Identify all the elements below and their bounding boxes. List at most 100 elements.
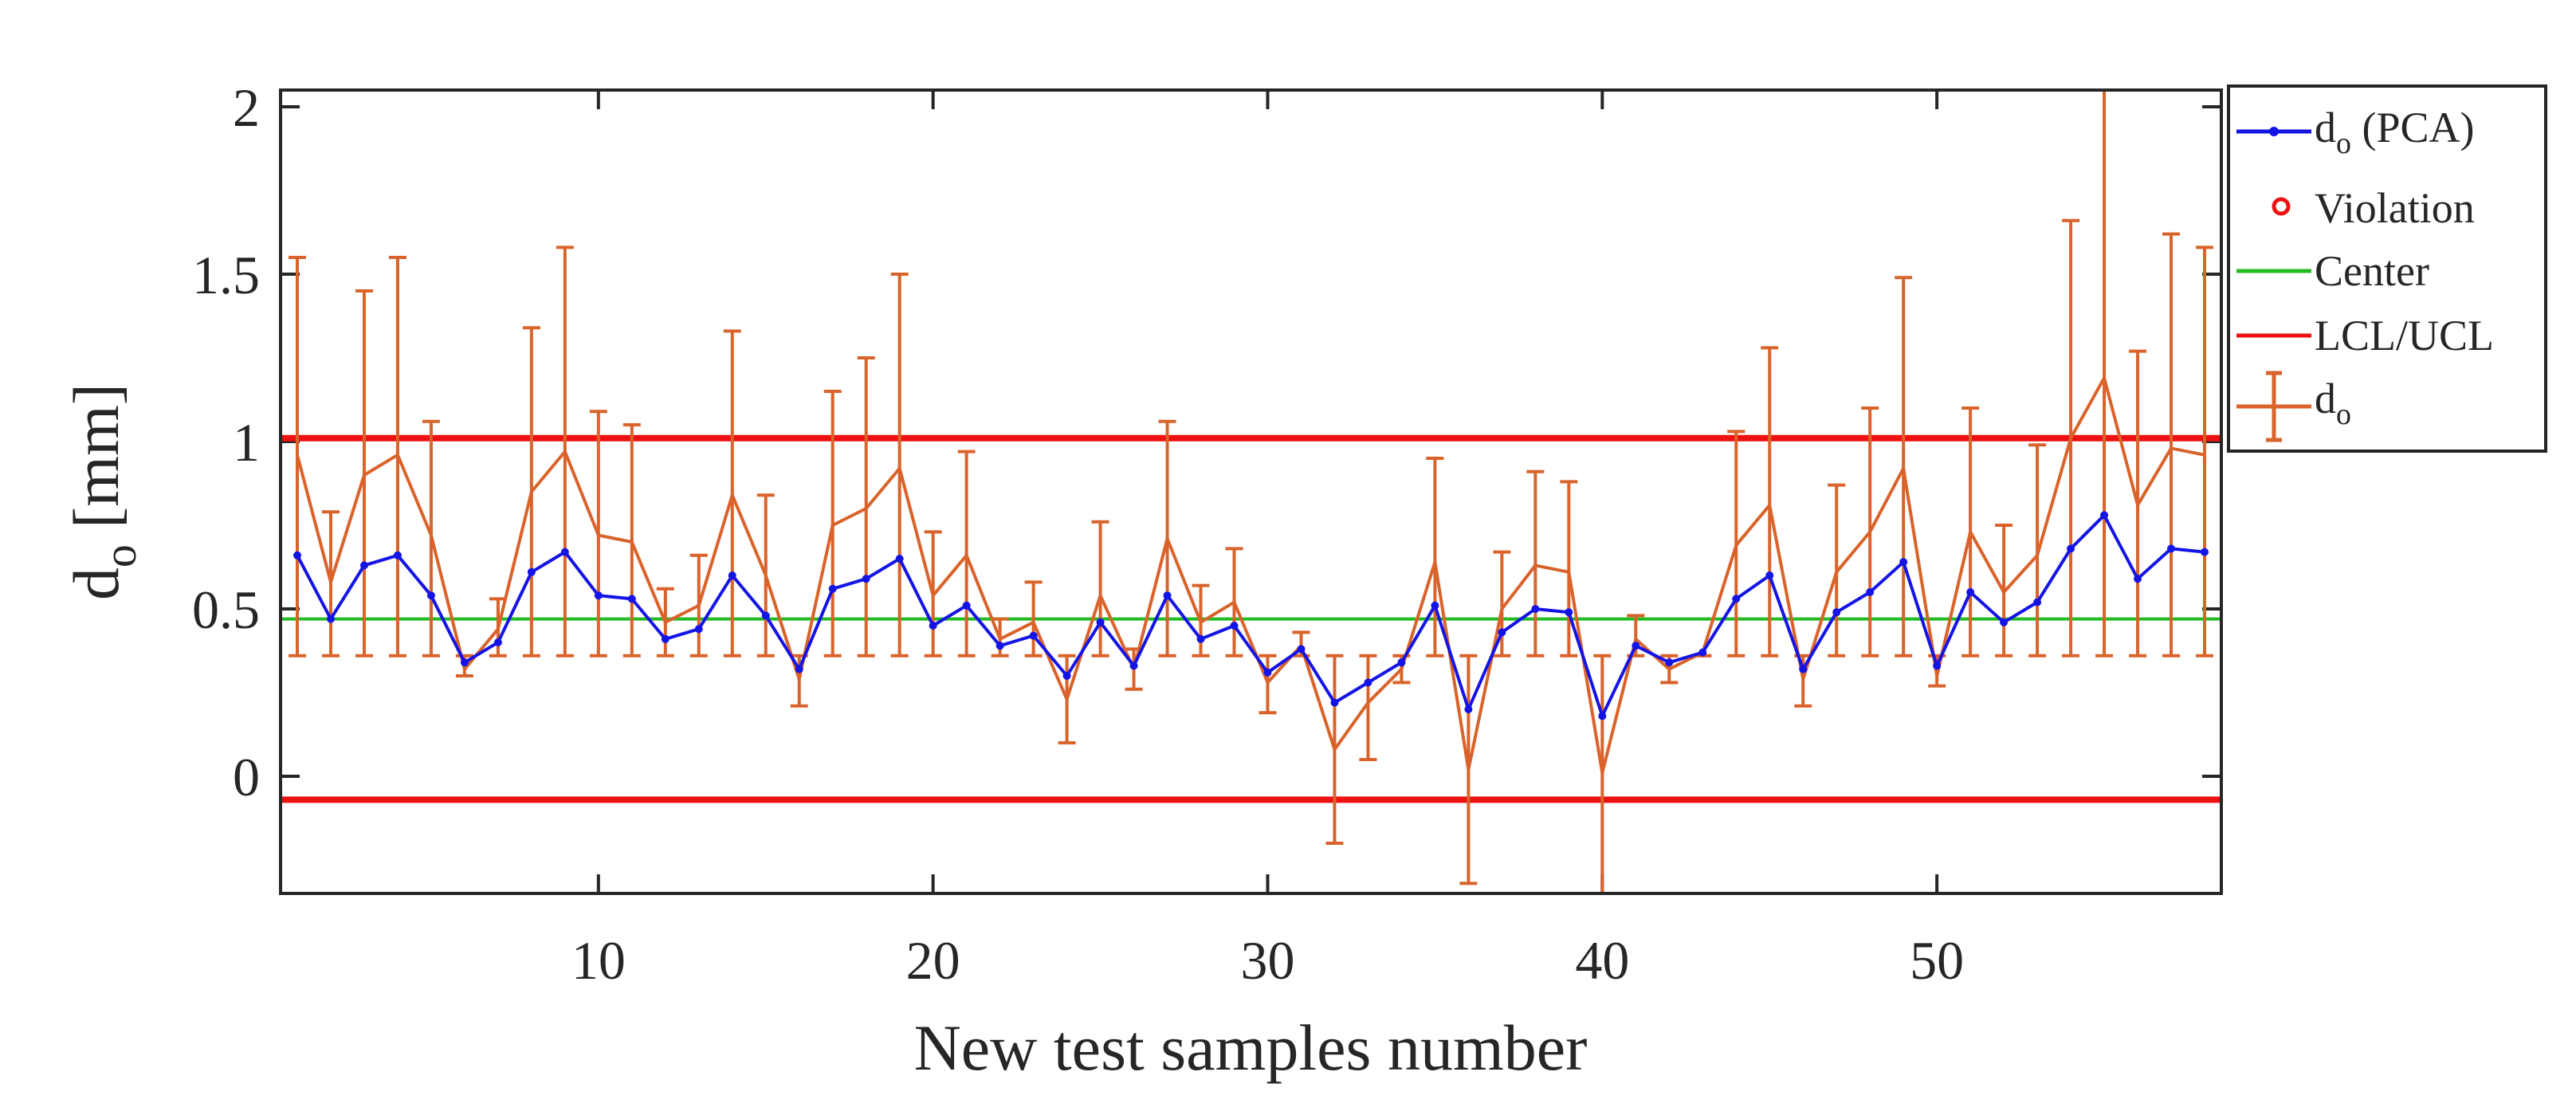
legend-do-main: d	[2315, 375, 2336, 422]
legend-pca-marker	[2269, 127, 2279, 136]
legend-box	[2227, 84, 2547, 453]
pca-point	[2100, 511, 2109, 520]
pca-point	[828, 584, 837, 593]
pca-point	[694, 625, 703, 634]
legend-pca-rest: (PCA)	[2351, 104, 2475, 151]
pca-point	[426, 591, 435, 600]
legend-item-violation: Violation	[2272, 184, 2475, 232]
svg-text:do (PCA): do (PCA)	[2315, 104, 2475, 160]
y-tick-label: 2	[233, 77, 260, 138]
y-axis-label-unit: [mm]	[60, 383, 132, 528]
y-axis-label-main: d	[60, 567, 132, 600]
pca-point	[795, 665, 803, 673]
legend-item-center: Center	[2236, 247, 2429, 295]
legend-item-limits: LCL/UCL	[2236, 312, 2494, 359]
x-tick-labels: 10 20 30 40 50	[571, 930, 1964, 991]
pca-point	[393, 551, 402, 560]
pca-point	[962, 601, 971, 610]
pca-point	[728, 571, 736, 579]
pca-point	[460, 658, 469, 667]
legend-pca-main: d	[2315, 104, 2336, 151]
pca-point	[1565, 608, 1573, 617]
pca-point	[2067, 544, 2075, 553]
pca-point	[1832, 608, 1841, 617]
legend-item-pca: do (PCA)	[2236, 104, 2475, 160]
reference-lines	[281, 434, 2221, 803]
pca-point	[661, 634, 670, 643]
plot-area	[279, 88, 2223, 895]
x-tick-label: 20	[906, 930, 960, 991]
pca-series-line	[296, 513, 2205, 718]
plot-frame	[279, 88, 2223, 895]
y-tick-label: 0.5	[192, 579, 260, 640]
y-tick-labels: 0 0.5 1 1.5 2	[192, 77, 260, 807]
x-tick-label: 30	[1240, 930, 1294, 991]
pca-point	[1364, 678, 1372, 687]
legend-item-do: do	[2236, 371, 2351, 442]
legend-violation-marker	[2272, 197, 2291, 216]
pca-point	[1029, 631, 1038, 640]
x-axis-label: New test samples number	[914, 1011, 1588, 1084]
pca-point	[1096, 618, 1105, 626]
pca-point	[359, 561, 368, 570]
pca-point	[1163, 591, 1172, 600]
legend-limits-label: LCL/UCL	[2315, 312, 2494, 359]
pca-point	[1799, 665, 1808, 673]
pca-point	[1196, 634, 1205, 643]
y-axis-label-sub: o	[94, 544, 146, 567]
pca-point	[1431, 601, 1439, 610]
legend-center-label: Center	[2315, 247, 2429, 295]
pca-point	[2134, 575, 2142, 583]
pca-point	[1966, 588, 1975, 596]
y-tick-label: 1.5	[192, 245, 260, 305]
y-tick-label: 1	[233, 412, 260, 473]
pca-point	[1899, 558, 1908, 567]
pca-point	[1765, 571, 1774, 579]
pca-point	[1129, 662, 1138, 670]
pca-point	[862, 575, 870, 583]
legend-do-sub: o	[2336, 398, 2351, 431]
pca-point	[1062, 672, 1071, 680]
x-tick-label: 40	[1575, 930, 1629, 991]
pca-point	[1531, 605, 1540, 613]
pca-point	[1665, 658, 1674, 667]
pca-point	[527, 567, 536, 576]
pca-point	[1632, 642, 1640, 650]
pca-point	[493, 638, 502, 646]
y-axis-label: do [mm]	[60, 383, 146, 600]
pca-point	[1397, 658, 1406, 667]
plot-background	[281, 90, 2221, 893]
legend-violation-label: Violation	[2315, 184, 2475, 232]
pca-point	[1698, 648, 1707, 657]
pca-point	[1933, 662, 1942, 670]
pca-point	[761, 611, 770, 620]
x-tick-label: 50	[1910, 930, 1964, 991]
pca-point	[2167, 544, 2176, 553]
legend: do (PCA) Violation Center LCL/UCL do	[2227, 84, 2547, 453]
pca-point	[1732, 595, 1741, 603]
y-tick-label: 0	[233, 747, 260, 807]
pca-point	[1598, 712, 1607, 720]
pca-point	[1330, 698, 1339, 707]
pca-point	[1230, 622, 1239, 630]
pca-point	[895, 555, 904, 563]
pca-point	[2201, 548, 2209, 556]
x-tick-label: 10	[571, 930, 626, 991]
pca-point	[1464, 705, 1473, 713]
pca-point	[627, 595, 636, 603]
pca-point	[929, 622, 937, 630]
pca-point	[1263, 668, 1272, 677]
pca-point	[326, 614, 335, 623]
pca-markers	[293, 511, 2209, 720]
pca-point	[1297, 645, 1306, 654]
pca-point	[1498, 628, 1506, 637]
legend-pca-sub: o	[2336, 127, 2351, 160]
series-lines	[296, 376, 2205, 775]
svg-text:do: do	[2315, 375, 2351, 431]
pca-point	[2033, 598, 2042, 607]
do-series-line	[296, 376, 2205, 775]
pca-point	[560, 548, 569, 556]
pca-point	[594, 591, 603, 600]
pca-point	[1866, 588, 1875, 596]
